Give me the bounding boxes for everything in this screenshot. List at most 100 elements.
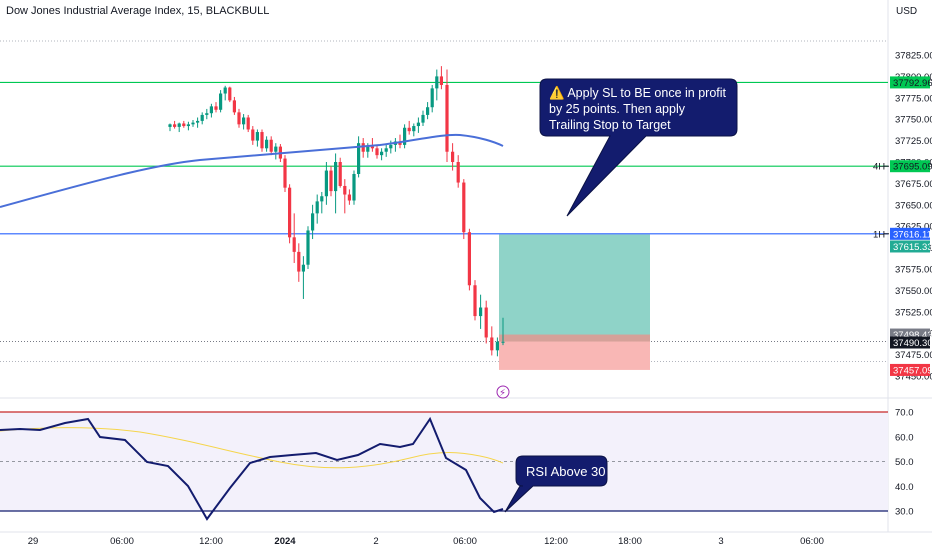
sl-callout-text-2: Trailing Stop to Target (549, 118, 671, 132)
candle-body-26 (288, 187, 292, 238)
candle-body-55 (421, 114, 425, 123)
candle-body-1 (173, 124, 177, 127)
candle-60 (445, 69, 449, 162)
candle-66 (479, 294, 483, 329)
candle-body-66 (479, 307, 483, 317)
rsi-tick-3: 60.0 (895, 432, 914, 443)
candle-body-44 (370, 146, 374, 149)
candle-body-39 (347, 194, 351, 201)
time-tick-2: 12:00 (199, 536, 223, 547)
candle-16 (242, 114, 246, 130)
candle-52 (407, 120, 411, 135)
price-tick-4: 37550.00 (895, 286, 932, 297)
candle-32 (315, 194, 319, 224)
price-tick-1: 37475.00 (895, 350, 932, 361)
candle-23 (274, 143, 278, 160)
price-tick-9: 37675.00 (895, 179, 932, 190)
candle-body-18 (251, 129, 255, 141)
candle-body-7 (200, 114, 204, 121)
price-tick-13: 37775.00 (895, 93, 932, 104)
candle-46 (380, 148, 384, 161)
candle-body-31 (311, 213, 315, 231)
candle-27 (292, 213, 296, 264)
candle-body-16 (242, 117, 246, 125)
rsi-line (0, 416, 504, 521)
candle-21 (265, 136, 269, 152)
candle-body-47 (384, 148, 388, 152)
rsi-tick-1: 40.0 (895, 482, 914, 493)
candle-body-41 (357, 143, 361, 174)
candle-body-14 (232, 100, 236, 113)
time-tick-9: 06:00 (800, 536, 824, 547)
candle-body-9 (209, 106, 213, 114)
candle-4 (186, 121, 190, 131)
level-timeframe-tag-2: 1H (873, 229, 885, 240)
candle-body-28 (297, 251, 301, 272)
candle-2 (177, 122, 181, 133)
price-tick-0: 37450.00 (895, 372, 932, 383)
candle-35 (329, 166, 333, 197)
price-tick-5: 37575.00 (895, 265, 932, 276)
candle-body-62 (456, 162, 460, 183)
candle-34 (324, 162, 328, 205)
level-price-tag-2 (890, 227, 930, 240)
candle-67 (484, 300, 488, 344)
price-tag-label-2: 37490.30 (893, 338, 932, 349)
candle-body-61 (451, 151, 455, 162)
candle-body-45 (375, 148, 379, 156)
price-tick-8: 37650.00 (895, 200, 932, 211)
rsi-ma-line (0, 427, 504, 469)
candle-body-68 (490, 337, 494, 351)
candle-body-58 (435, 76, 439, 89)
candle-body-0 (168, 124, 172, 127)
candle-body-32 (315, 201, 319, 214)
candle-40 (352, 170, 356, 205)
candle-body-38 (343, 185, 347, 195)
candle-64 (467, 228, 471, 291)
candle-6 (196, 117, 200, 128)
candle-55 (421, 110, 425, 127)
candle-13 (228, 86, 232, 103)
candle-body-17 (246, 117, 250, 130)
candle-14 (232, 96, 236, 115)
candle-63 (462, 179, 466, 240)
candle-body-10 (214, 106, 218, 110)
price-tick-12: 37750.00 (895, 115, 932, 126)
time-tick-5: 06:00 (453, 536, 477, 547)
candle-20 (260, 129, 264, 152)
currency-label[interactable]: USD (896, 6, 918, 17)
candle-0 (168, 123, 172, 132)
candle-31 (311, 204, 315, 240)
candle-19 (255, 129, 259, 147)
candle-56 (426, 102, 430, 120)
time-tick-4: 2 (373, 536, 378, 547)
event-marker-icon (496, 385, 510, 399)
candle-1 (173, 120, 177, 129)
rsi-callout-box (504, 455, 608, 513)
level-price-label-2: 37616.11 (893, 229, 932, 240)
moving-average-line (0, 133, 504, 208)
candle-body-56 (426, 107, 430, 115)
candle-42 (361, 138, 365, 158)
candle-body-11 (219, 93, 223, 110)
candle-15 (237, 108, 241, 128)
candles-group (168, 66, 505, 357)
chart-title: Dow Jones Industrial Average Index, 15, … (6, 5, 270, 17)
candle-51 (403, 124, 407, 149)
candle-57 (430, 84, 434, 113)
rsi-tick-2: 50.0 (895, 457, 914, 468)
candle-59 (439, 66, 443, 90)
candle-body-42 (361, 143, 365, 152)
candle-70 (501, 317, 505, 346)
price-tick-7: 37625.00 (895, 222, 932, 233)
rsi-callout-text: RSI Above 30 (526, 464, 606, 479)
candle-25 (283, 155, 287, 192)
candle-body-60 (445, 84, 449, 152)
price-tick-11: 37725.00 (895, 136, 932, 147)
position-entry-band (499, 334, 650, 342)
sl-callout-text-1: by 25 points. Then apply (549, 102, 686, 116)
position-target-zone (499, 234, 650, 342)
candle-body-4 (186, 124, 190, 127)
candle-body-59 (439, 76, 443, 85)
